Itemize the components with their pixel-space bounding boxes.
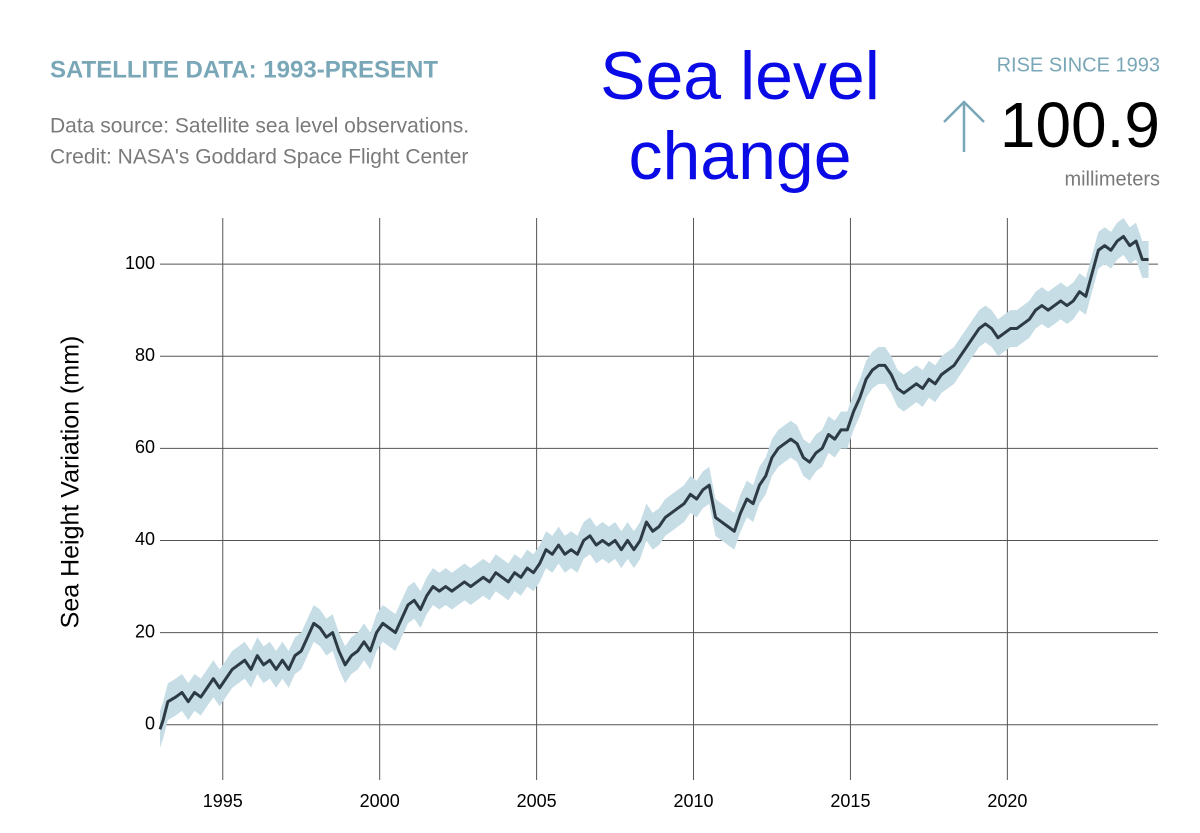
x-tick-label: 2015 — [830, 791, 870, 811]
kicker: SATELLITE DATA: 1993-PRESENT — [50, 56, 438, 83]
x-tick-label: 2010 — [673, 791, 713, 811]
y-tick-label: 100 — [125, 253, 155, 273]
data-line — [158, 234, 1149, 730]
x-tick-label: 2005 — [517, 791, 557, 811]
y-tick-label: 80 — [135, 345, 155, 365]
callout-unit: millimeters — [1064, 168, 1160, 190]
y-tick-label: 0 — [145, 713, 155, 733]
callout-label: RISE SINCE 1993 — [997, 54, 1160, 76]
callout-value: 100.9 — [1000, 89, 1160, 161]
x-tick-label: 1995 — [203, 791, 243, 811]
x-tick-label: 2020 — [987, 791, 1027, 811]
y-tick-label: 40 — [135, 529, 155, 549]
y-tick-label: 20 — [135, 621, 155, 641]
source-line: Credit: NASA's Goddard Space Flight Cent… — [50, 146, 468, 169]
up-arrow — [943, 100, 985, 152]
uncertainty-band — [160, 218, 1149, 748]
source-line: Data source: Satellite sea level observa… — [50, 115, 469, 138]
x-tick-label: 2000 — [360, 791, 400, 811]
y-tick-label: 60 — [135, 437, 155, 457]
chart-title: Sea level change — [600, 38, 880, 194]
y-axis-label: Sea Height Variation (mm) — [57, 336, 85, 629]
